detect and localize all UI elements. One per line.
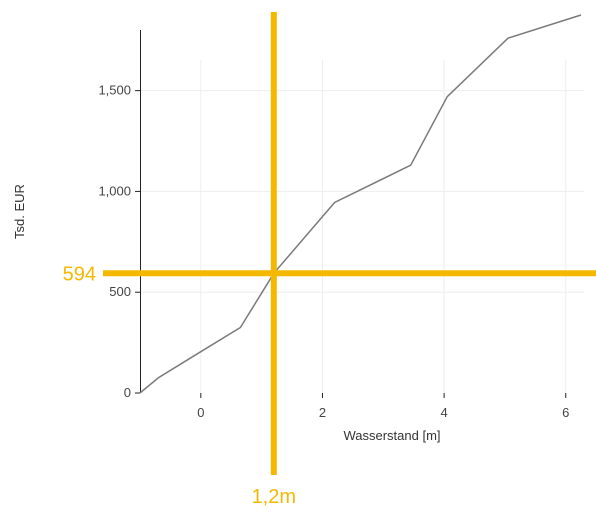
y-tick-label: 500 — [109, 284, 131, 299]
y-tick-label: 1,500 — [98, 83, 131, 98]
x-axis-title: Wasserstand [m] — [343, 428, 440, 443]
grid-lines — [140, 60, 584, 393]
y-axis-ticks: 0 500 1,000 1,500 — [98, 83, 140, 400]
x-tick-label: 4 — [440, 405, 447, 420]
x-tick-label: 0 — [197, 405, 204, 420]
y-axis-title: Tsd. EUR — [12, 184, 27, 239]
y-tick-label: 1,000 — [98, 183, 131, 198]
y-tick-label: 0 — [124, 385, 131, 400]
x-axis-ticks: 0 2 4 6 — [197, 393, 569, 420]
series-line — [139, 14, 582, 394]
highlight-y-value-label: 594 — [63, 263, 96, 285]
x-tick-label: 2 — [319, 405, 326, 420]
x-tick-label: 6 — [562, 405, 569, 420]
highlight-x-value-label: 1,2m — [252, 486, 296, 508]
